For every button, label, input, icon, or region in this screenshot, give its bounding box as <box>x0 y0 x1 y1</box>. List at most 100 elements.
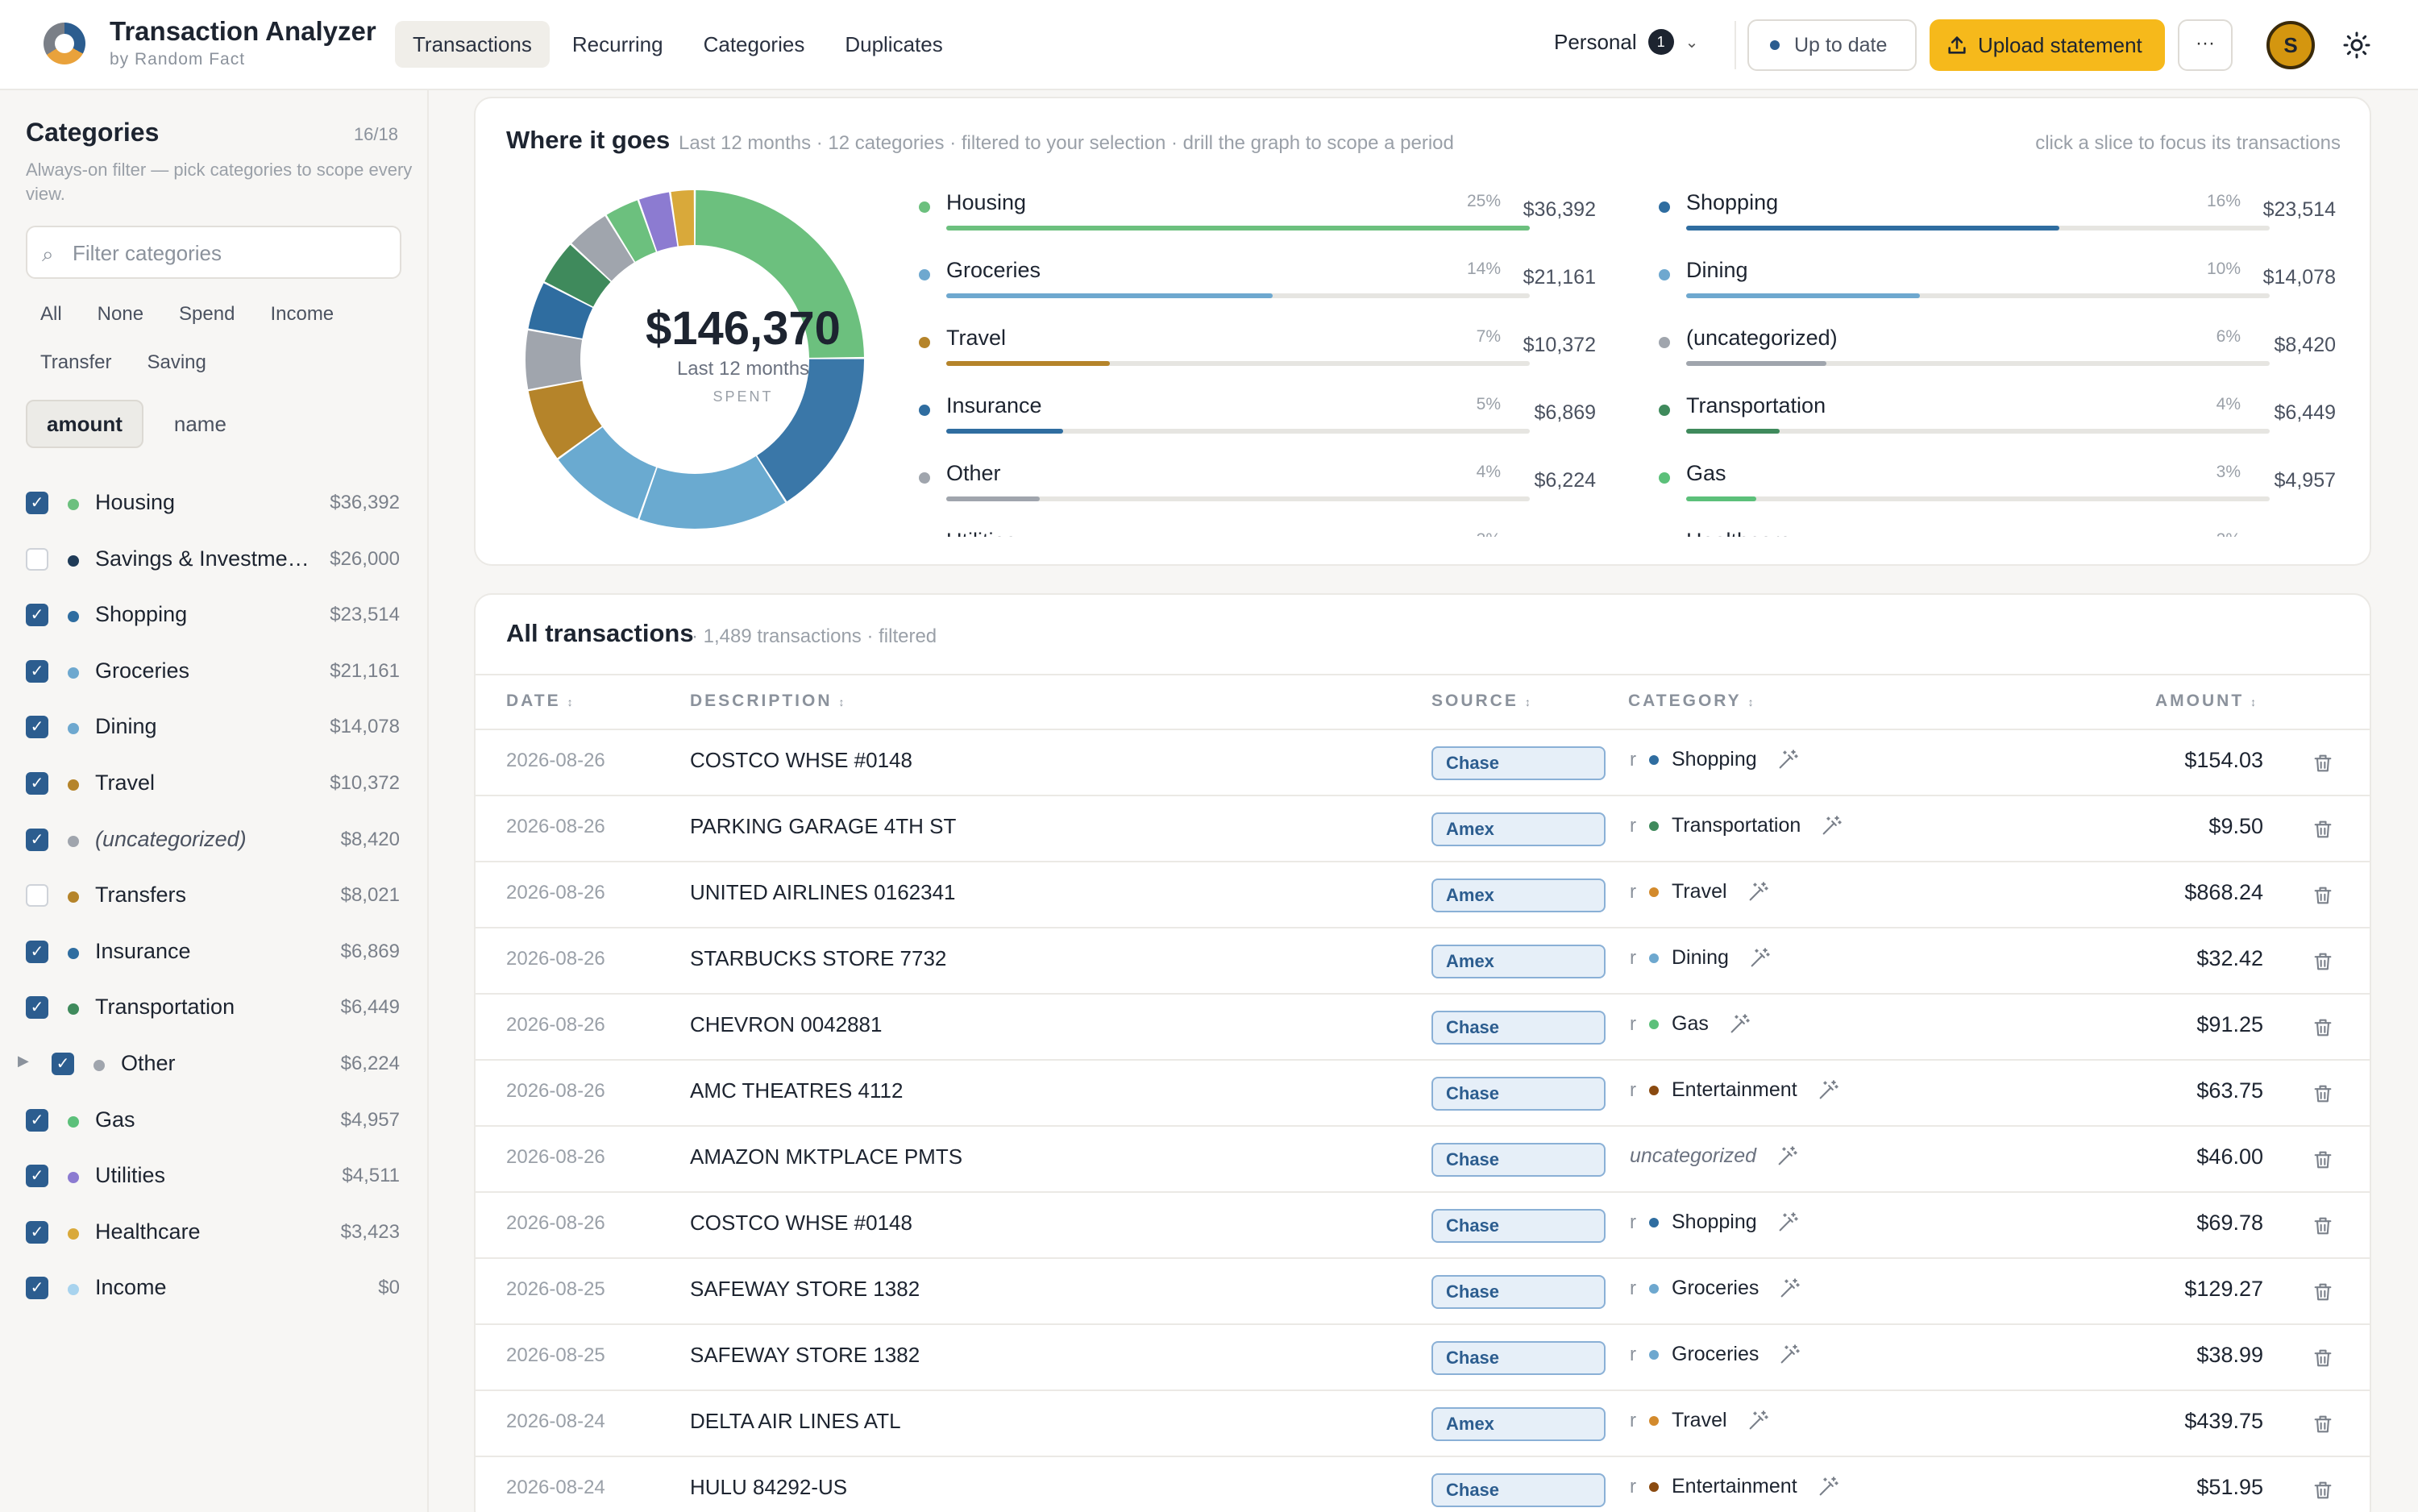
category-checkbox[interactable]: ✓ <box>26 828 48 851</box>
magic-wand-icon[interactable] <box>1817 1476 1839 1498</box>
donut-slice-utilities[interactable] <box>639 192 678 251</box>
legend-item[interactable]: Healthcare2%$3,423 <box>1659 516 2336 537</box>
legend-item[interactable]: Groceries 14% $21,161 <box>919 245 1596 313</box>
trash-icon[interactable] <box>2312 1478 2334 1502</box>
trash-icon[interactable] <box>2312 883 2334 908</box>
category-cell[interactable]: r Groceries <box>1630 1343 1801 1366</box>
legend-item[interactable]: Insurance 5% $6,869 <box>919 380 1596 448</box>
donut-slice-uncategorized[interactable] <box>526 330 583 389</box>
category-checkbox[interactable] <box>26 547 48 571</box>
category-checkbox[interactable]: ✓ <box>26 716 48 739</box>
magic-wand-icon[interactable] <box>1776 1145 1798 1168</box>
sort-name-button[interactable]: name <box>173 412 226 436</box>
table-row[interactable]: 2026-08-26 CHEVRON 0042881 Chase r Gas $91.25 <box>476 995 2370 1061</box>
trash-icon[interactable] <box>2312 1346 2334 1370</box>
legend-item[interactable]: Other 4% $6,224 <box>919 448 1596 516</box>
category-filter-row[interactable]: ✓ Housing $36,392 <box>0 474 429 530</box>
category-cell[interactable]: r Shopping <box>1630 748 1799 771</box>
magic-wand-icon[interactable] <box>1776 749 1799 771</box>
table-row[interactable]: 2026-08-26 COSTCO WHSE #0148 Chase r Shoppin… <box>476 1193 2370 1259</box>
source-badge[interactable]: Chase <box>1431 1209 1606 1243</box>
category-filter-row[interactable]: ✓ Groceries $21,161 <box>0 642 429 699</box>
donut-slice-insurance[interactable] <box>528 283 593 339</box>
trash-icon[interactable] <box>2312 1082 2334 1106</box>
category-checkbox[interactable]: ✓ <box>26 1108 48 1132</box>
filter-spend-button[interactable]: Spend <box>179 303 235 325</box>
category-filter-row[interactable]: ✓ Dining $14,078 <box>0 698 429 754</box>
sun-icon[interactable] <box>2342 31 2371 60</box>
table-row[interactable]: 2026-08-26 STARBUCKS STORE 7732 Amex r Dinin… <box>476 928 2370 995</box>
source-badge[interactable]: Amex <box>1431 879 1606 912</box>
category-checkbox[interactable]: ✓ <box>26 996 48 1020</box>
column-amount-header[interactable]: AMOUNT ↕ <box>2155 692 2257 710</box>
nav-transactions[interactable]: Transactions <box>395 21 550 68</box>
category-checkbox[interactable]: ✓ <box>26 771 48 795</box>
category-cell[interactable]: uncategorized <box>1630 1144 1798 1168</box>
column-date-header[interactable]: DATE ↕ <box>506 692 573 710</box>
legend-item[interactable]: Shopping 16% $23,514 <box>1659 177 2336 245</box>
donut-slice-housing[interactable] <box>695 190 864 358</box>
donut-slice-groceries[interactable] <box>639 456 786 529</box>
upload-statement-button[interactable]: Upload statement <box>1930 19 2165 71</box>
filter-none-button[interactable]: None <box>97 303 144 325</box>
category-checkbox[interactable]: ✓ <box>26 659 48 683</box>
trash-icon[interactable] <box>2312 751 2334 775</box>
nav-categories[interactable]: Categories <box>703 32 805 56</box>
source-badge[interactable]: Chase <box>1431 746 1606 780</box>
table-row[interactable]: 2026-08-26 UNITED AIRLINES 0162341 Amex r Tr… <box>476 862 2370 928</box>
category-filter-row[interactable]: ✓ Transportation $6,449 <box>0 978 429 1035</box>
filter-all-button[interactable]: All <box>40 303 62 325</box>
category-cell[interactable]: r Entertainment <box>1630 1475 1839 1498</box>
magic-wand-icon[interactable] <box>1778 1344 1801 1366</box>
category-filter-row[interactable]: ✓ Travel $10,372 <box>0 754 429 811</box>
magic-wand-icon[interactable] <box>1747 881 1769 903</box>
category-cell[interactable]: r Entertainment <box>1630 1078 1839 1102</box>
trash-icon[interactable] <box>2312 949 2334 974</box>
source-badge[interactable]: Chase <box>1431 1143 1606 1177</box>
category-checkbox[interactable]: ✓ <box>26 1165 48 1188</box>
column-source-header[interactable]: SOURCE ↕ <box>1431 692 1531 710</box>
table-row[interactable]: 2026-08-25 SAFEWAY STORE 1382 Chase r Grocer… <box>476 1259 2370 1325</box>
trash-icon[interactable] <box>2312 1148 2334 1172</box>
category-checkbox[interactable]: ✓ <box>26 1220 48 1244</box>
source-badge[interactable]: Chase <box>1431 1341 1606 1375</box>
source-badge[interactable]: Chase <box>1431 1275 1606 1309</box>
sync-status[interactable]: Up to date <box>1747 19 1917 71</box>
magic-wand-icon[interactable] <box>1776 1211 1799 1234</box>
category-cell[interactable]: r Gas <box>1630 1012 1751 1036</box>
sort-amount-button[interactable]: amount <box>26 400 143 448</box>
table-row[interactable]: 2026-08-26 AMC THEATRES 4112 Chase r Enterta… <box>476 1061 2370 1127</box>
column-category-header[interactable]: CATEGORY ↕ <box>1628 692 1754 710</box>
category-checkbox[interactable]: ✓ <box>26 604 48 627</box>
legend-item[interactable]: Housing 25% $36,392 <box>919 177 1596 245</box>
magic-wand-icon[interactable] <box>1748 947 1771 970</box>
workspace-selector[interactable]: Personal 1 ⌄ <box>1554 29 1698 55</box>
trash-icon[interactable] <box>2312 817 2334 841</box>
expand-caret-icon[interactable]: ▶ <box>18 1052 29 1069</box>
category-filter-row[interactable]: ✓ Gas $4,957 <box>0 1091 429 1148</box>
category-cell[interactable]: r Travel <box>1630 880 1769 903</box>
source-badge[interactable]: Chase <box>1431 1473 1606 1507</box>
category-search-input[interactable] <box>73 235 387 271</box>
donut-slice-other[interactable] <box>571 216 634 281</box>
trash-icon[interactable] <box>2312 1412 2334 1436</box>
filter-transfer-button[interactable]: Transfer <box>40 351 112 373</box>
column-description-header[interactable]: DESCRIPTION ↕ <box>690 692 845 710</box>
category-cell[interactable]: r Transportation <box>1630 814 1843 837</box>
table-row[interactable]: 2026-08-24 DELTA AIR LINES ATL Amex r Travel… <box>476 1391 2370 1457</box>
category-filter-row[interactable]: ✓ Income $0 <box>0 1259 429 1315</box>
legend-item[interactable]: Transportation 4% $6,449 <box>1659 380 2336 448</box>
trash-icon[interactable] <box>2312 1016 2334 1040</box>
category-filter-row[interactable]: ✓ Shopping $23,514 <box>0 586 429 642</box>
magic-wand-icon[interactable] <box>1728 1013 1751 1036</box>
nav-duplicates[interactable]: Duplicates <box>845 32 943 56</box>
magic-wand-icon[interactable] <box>1820 815 1843 837</box>
category-filter-row[interactable]: ✓ Insurance $6,869 <box>0 923 429 979</box>
category-checkbox[interactable] <box>26 884 48 908</box>
legend-item[interactable]: Gas 3% $4,957 <box>1659 448 2336 516</box>
trash-icon[interactable] <box>2312 1214 2334 1238</box>
magic-wand-icon[interactable] <box>1778 1277 1801 1300</box>
source-badge[interactable]: Amex <box>1431 812 1606 846</box>
filter-income-button[interactable]: Income <box>270 303 334 325</box>
avatar[interactable]: S <box>2266 21 2315 69</box>
